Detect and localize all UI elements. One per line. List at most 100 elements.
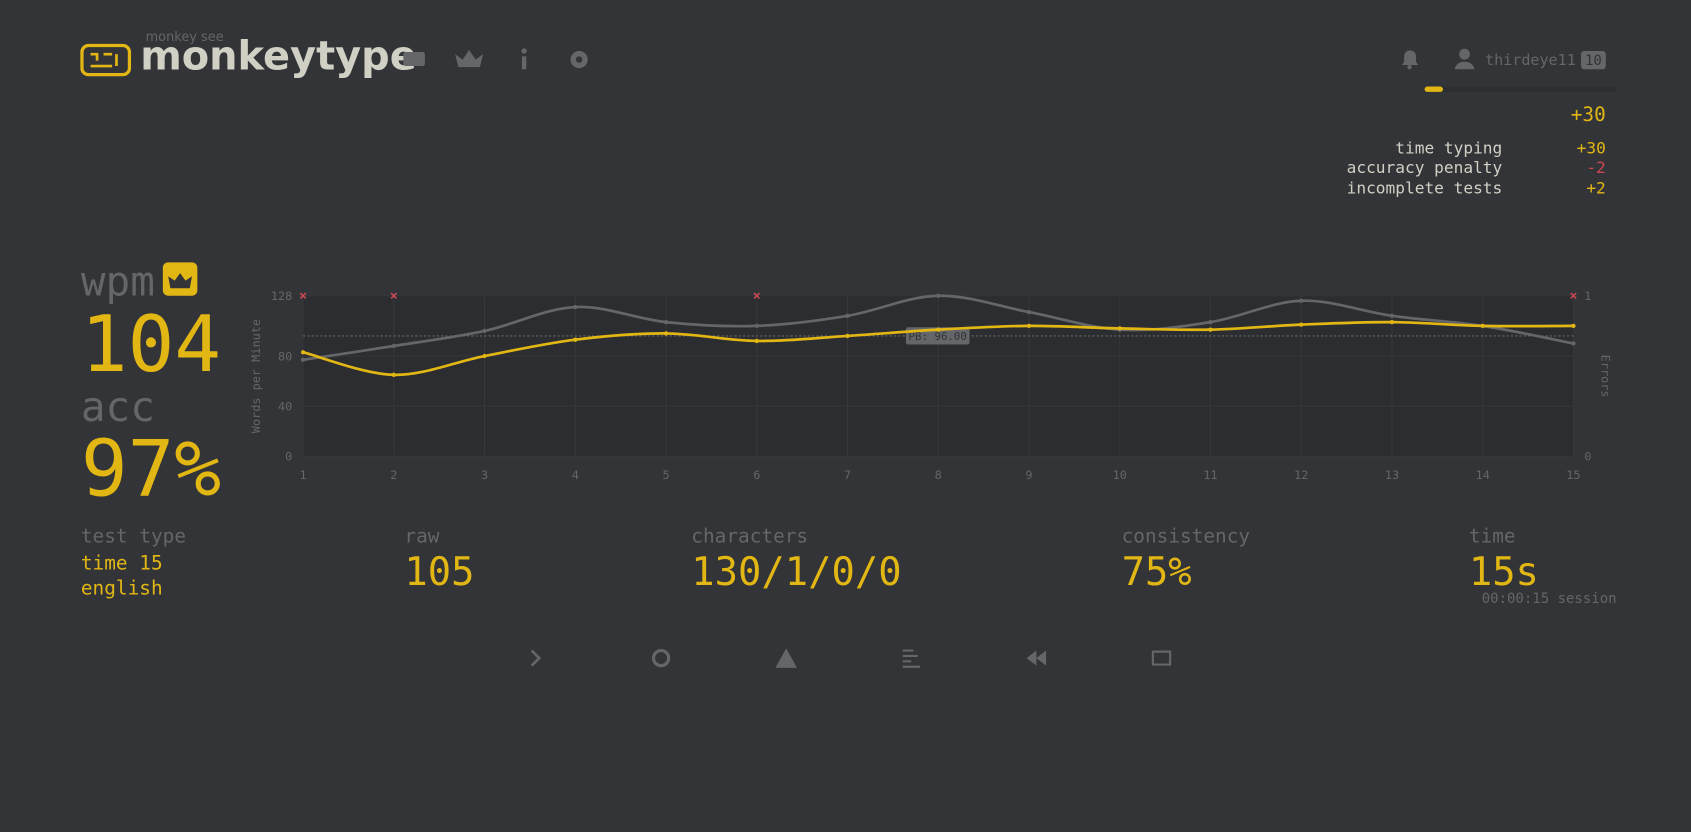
error-marker [299,292,307,300]
words-button[interactable] [902,649,920,668]
xp-bar [1424,86,1617,92]
wpm-value: 104 [81,300,221,390]
stat-value: 75% [1122,550,1192,595]
username[interactable]: thirdeye11 [1485,51,1576,69]
x-tick-label: 11 [1203,468,1217,482]
user-icon[interactable] [1459,48,1470,60]
stat-line: time 15 [81,552,163,575]
error-marker [390,292,398,300]
stat-label: time [1469,525,1516,548]
y2-tick-label: 1 [1584,289,1591,303]
series-point [391,343,396,349]
series-point [1026,323,1032,329]
stat-value: 15s [1469,550,1539,595]
y-tick-label: 0 [285,450,292,464]
site-title: monkeytype [140,33,417,79]
crown-icon [168,273,192,289]
x-tick-label: 10 [1113,468,1127,482]
wpm-label: wpm [81,258,155,306]
y2-tick-label: 0 [1584,450,1591,464]
stat-label: characters [691,525,808,548]
series-point [845,313,850,318]
stat-value: 130/1/0/0 [691,550,901,595]
level-badge [1580,50,1606,70]
xp-breakdown: time typing +30 accuracy penalty -2 inco… [1347,138,1606,197]
series-point [300,350,306,355]
series-point [1208,319,1213,325]
acc-label: acc [81,383,155,431]
series-point [1208,327,1213,332]
series-point [663,331,669,336]
series-point [1571,323,1576,329]
series-point [1389,319,1395,325]
acc-value: 97% [81,424,221,514]
series-point [1299,322,1304,327]
xp-label: incomplete tests [1347,178,1503,197]
series-point [1026,309,1032,315]
x-tick-label: 14 [1476,468,1490,482]
y2-axis-label: Errors [1598,355,1612,398]
level: 10 [1585,53,1602,69]
x-tick-label: 8 [935,468,942,482]
error-marker [753,292,761,300]
series-point [300,357,306,362]
x-tick-label: 7 [844,468,851,482]
series-point [482,353,487,359]
next-button[interactable] [530,649,542,667]
stat-label: test type [81,525,186,548]
x-tick-label: 2 [390,468,397,482]
series-point [754,338,759,344]
series-point [1571,341,1576,346]
x-tick-label: 9 [1025,468,1032,482]
x-tick-label: 13 [1385,468,1399,482]
series-point [573,337,578,342]
series-point [1389,313,1395,318]
xp-value: -2 [1586,158,1605,177]
y-tick-label: 128 [271,289,292,303]
x-tick-label: 4 [572,468,579,482]
xp-label: time typing [1395,138,1502,157]
stat-value: 105 [404,550,474,595]
xp-label: accuracy penalty [1347,158,1503,177]
y-axis-label: Words per Minute [249,319,263,433]
logo[interactable]: monkey see monkeytype [80,30,417,79]
x-tick-label: 6 [753,468,760,482]
series-point [1299,298,1304,303]
stat-line: english [81,576,163,599]
series-point [1117,326,1122,331]
x-tick-label: 1 [299,468,306,482]
xp-bar-fill [1424,86,1443,92]
screenshot-button[interactable] [1151,650,1172,666]
series-point [845,333,850,339]
series-point [936,293,941,298]
series-point [936,327,941,332]
nav-icons [403,48,1475,70]
y-tick-label: 80 [278,349,292,363]
x-tick-label: 5 [662,468,669,482]
series-point [573,304,578,310]
xp-value: +30 [1577,138,1606,157]
xp-total: +30 [1571,103,1606,126]
xp-value: +2 [1586,178,1605,197]
series-point [663,319,669,325]
report-button[interactable] [775,648,797,668]
series-point [391,372,396,377]
crown-icon[interactable] [455,49,484,68]
series-point [1480,323,1485,329]
pb-label: PB: 96.00 [909,330,967,343]
y-tick-label: 40 [278,400,292,414]
info-icon[interactable] [521,56,527,70]
session-time: 00:00:15 session [1482,591,1617,607]
keyboard-icon[interactable] [403,52,425,67]
bell-icon[interactable] [1401,50,1419,65]
series-point [482,328,487,334]
series-point [754,323,759,329]
stat-label: consistency [1122,525,1251,548]
x-tick-label: 15 [1566,468,1580,482]
stat-label: raw [404,525,439,548]
x-tick-label: 12 [1294,468,1308,482]
restart-button[interactable] [651,648,671,668]
x-tick-label: 3 [481,468,488,482]
